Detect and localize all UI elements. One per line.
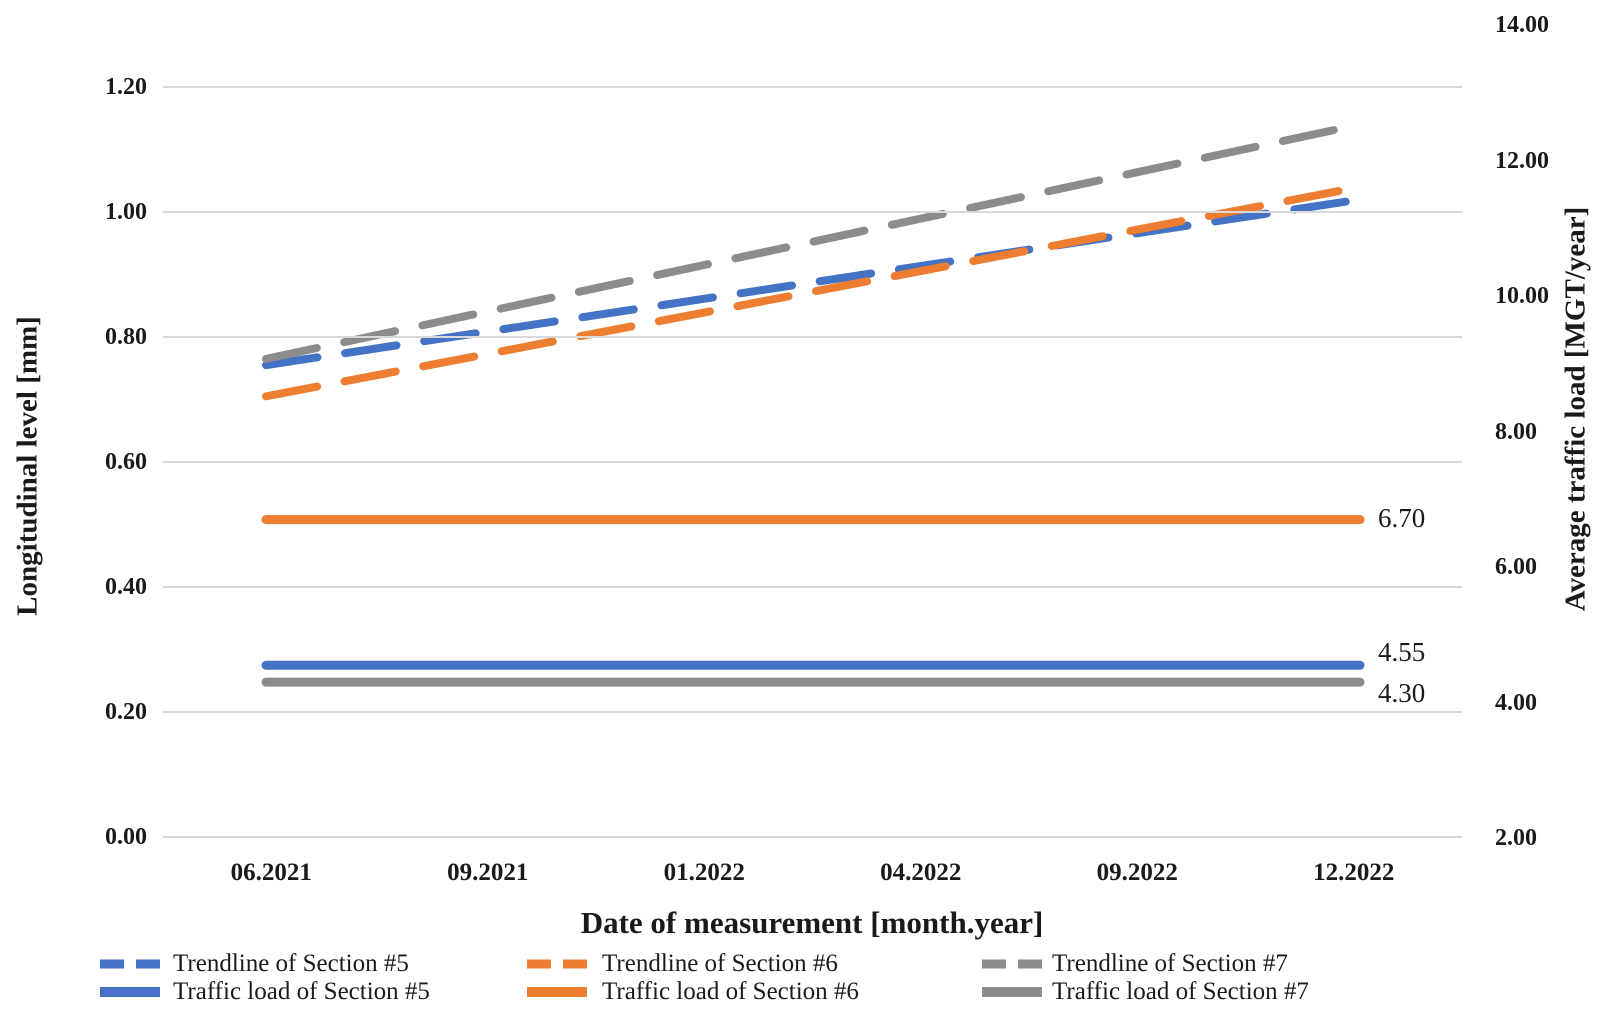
legend-label-trendline-of-section-5: Trendline of Section #5 <box>173 950 409 977</box>
left-axis-tick: 0.60 <box>105 449 147 475</box>
data-label-traffic-load-of-section-5: 4.55 <box>1378 637 1426 668</box>
series-line-trendline-of-section-7 <box>262 120 1364 363</box>
gridline <box>163 336 1462 338</box>
left-axis-tick: 0.80 <box>105 324 147 350</box>
legend-label-traffic-load-of-section-5: Traffic load of Section #5 <box>173 978 430 1005</box>
x-axis-tick: 01.2022 <box>663 859 745 886</box>
gridline <box>163 86 1462 88</box>
x-axis-title: Date of measurement [month.year] <box>580 905 1044 940</box>
legend-label-traffic-load-of-section-7: Traffic load of Section #7 <box>1052 978 1309 1005</box>
legend-label-traffic-load-of-section-6: Traffic load of Section #6 <box>602 978 859 1005</box>
right-axis-tick: 8.00 <box>1495 418 1537 445</box>
x-axis-tick: 04.2022 <box>880 859 962 886</box>
left-axis-tick: 0.40 <box>105 574 147 600</box>
x-axis-tick: 09.2022 <box>1096 859 1178 886</box>
left-axis-tick: 1.20 <box>105 74 147 100</box>
gridline <box>163 211 1462 213</box>
left-axis-tick: 0.00 <box>105 824 147 850</box>
x-axis-tick: 09.2021 <box>447 859 529 886</box>
right-axis-tick: 14.00 <box>1495 12 1549 38</box>
right-axis-tick: 10.00 <box>1495 283 1549 309</box>
left-axis-tick: 0.20 <box>105 699 147 725</box>
right-axis-tick: 12.00 <box>1495 147 1549 174</box>
series-line-trendline-of-section-5 <box>262 195 1364 370</box>
right-axis-tick: 4.00 <box>1495 689 1537 716</box>
x-axis-tick: 12.2022 <box>1313 859 1395 886</box>
data-label-traffic-load-of-section-6: 6.70 <box>1378 502 1426 533</box>
legend-label-trendline-of-section-6: Trendline of Section #6 <box>602 950 838 977</box>
right-axis-tick: 2.00 <box>1495 825 1537 851</box>
right-axis-title: Average traffic load [MGT/year] <box>1559 206 1592 612</box>
gridline <box>163 711 1462 713</box>
gridline <box>163 461 1462 463</box>
right-axis-tick: 6.00 <box>1495 554 1537 580</box>
x-axis-tick: 06.2021 <box>230 859 312 886</box>
left-axis-tick: 1.00 <box>105 199 147 225</box>
gridline <box>163 586 1462 588</box>
data-label-traffic-load-of-section-7: 4.30 <box>1378 678 1426 709</box>
legend-label-trendline-of-section-7: Trendline of Section #7 <box>1052 950 1288 977</box>
gridline <box>163 836 1462 838</box>
series-line-trendline-of-section-6 <box>262 183 1364 401</box>
left-axis-title: Longitudinal level [mm] <box>11 316 44 616</box>
